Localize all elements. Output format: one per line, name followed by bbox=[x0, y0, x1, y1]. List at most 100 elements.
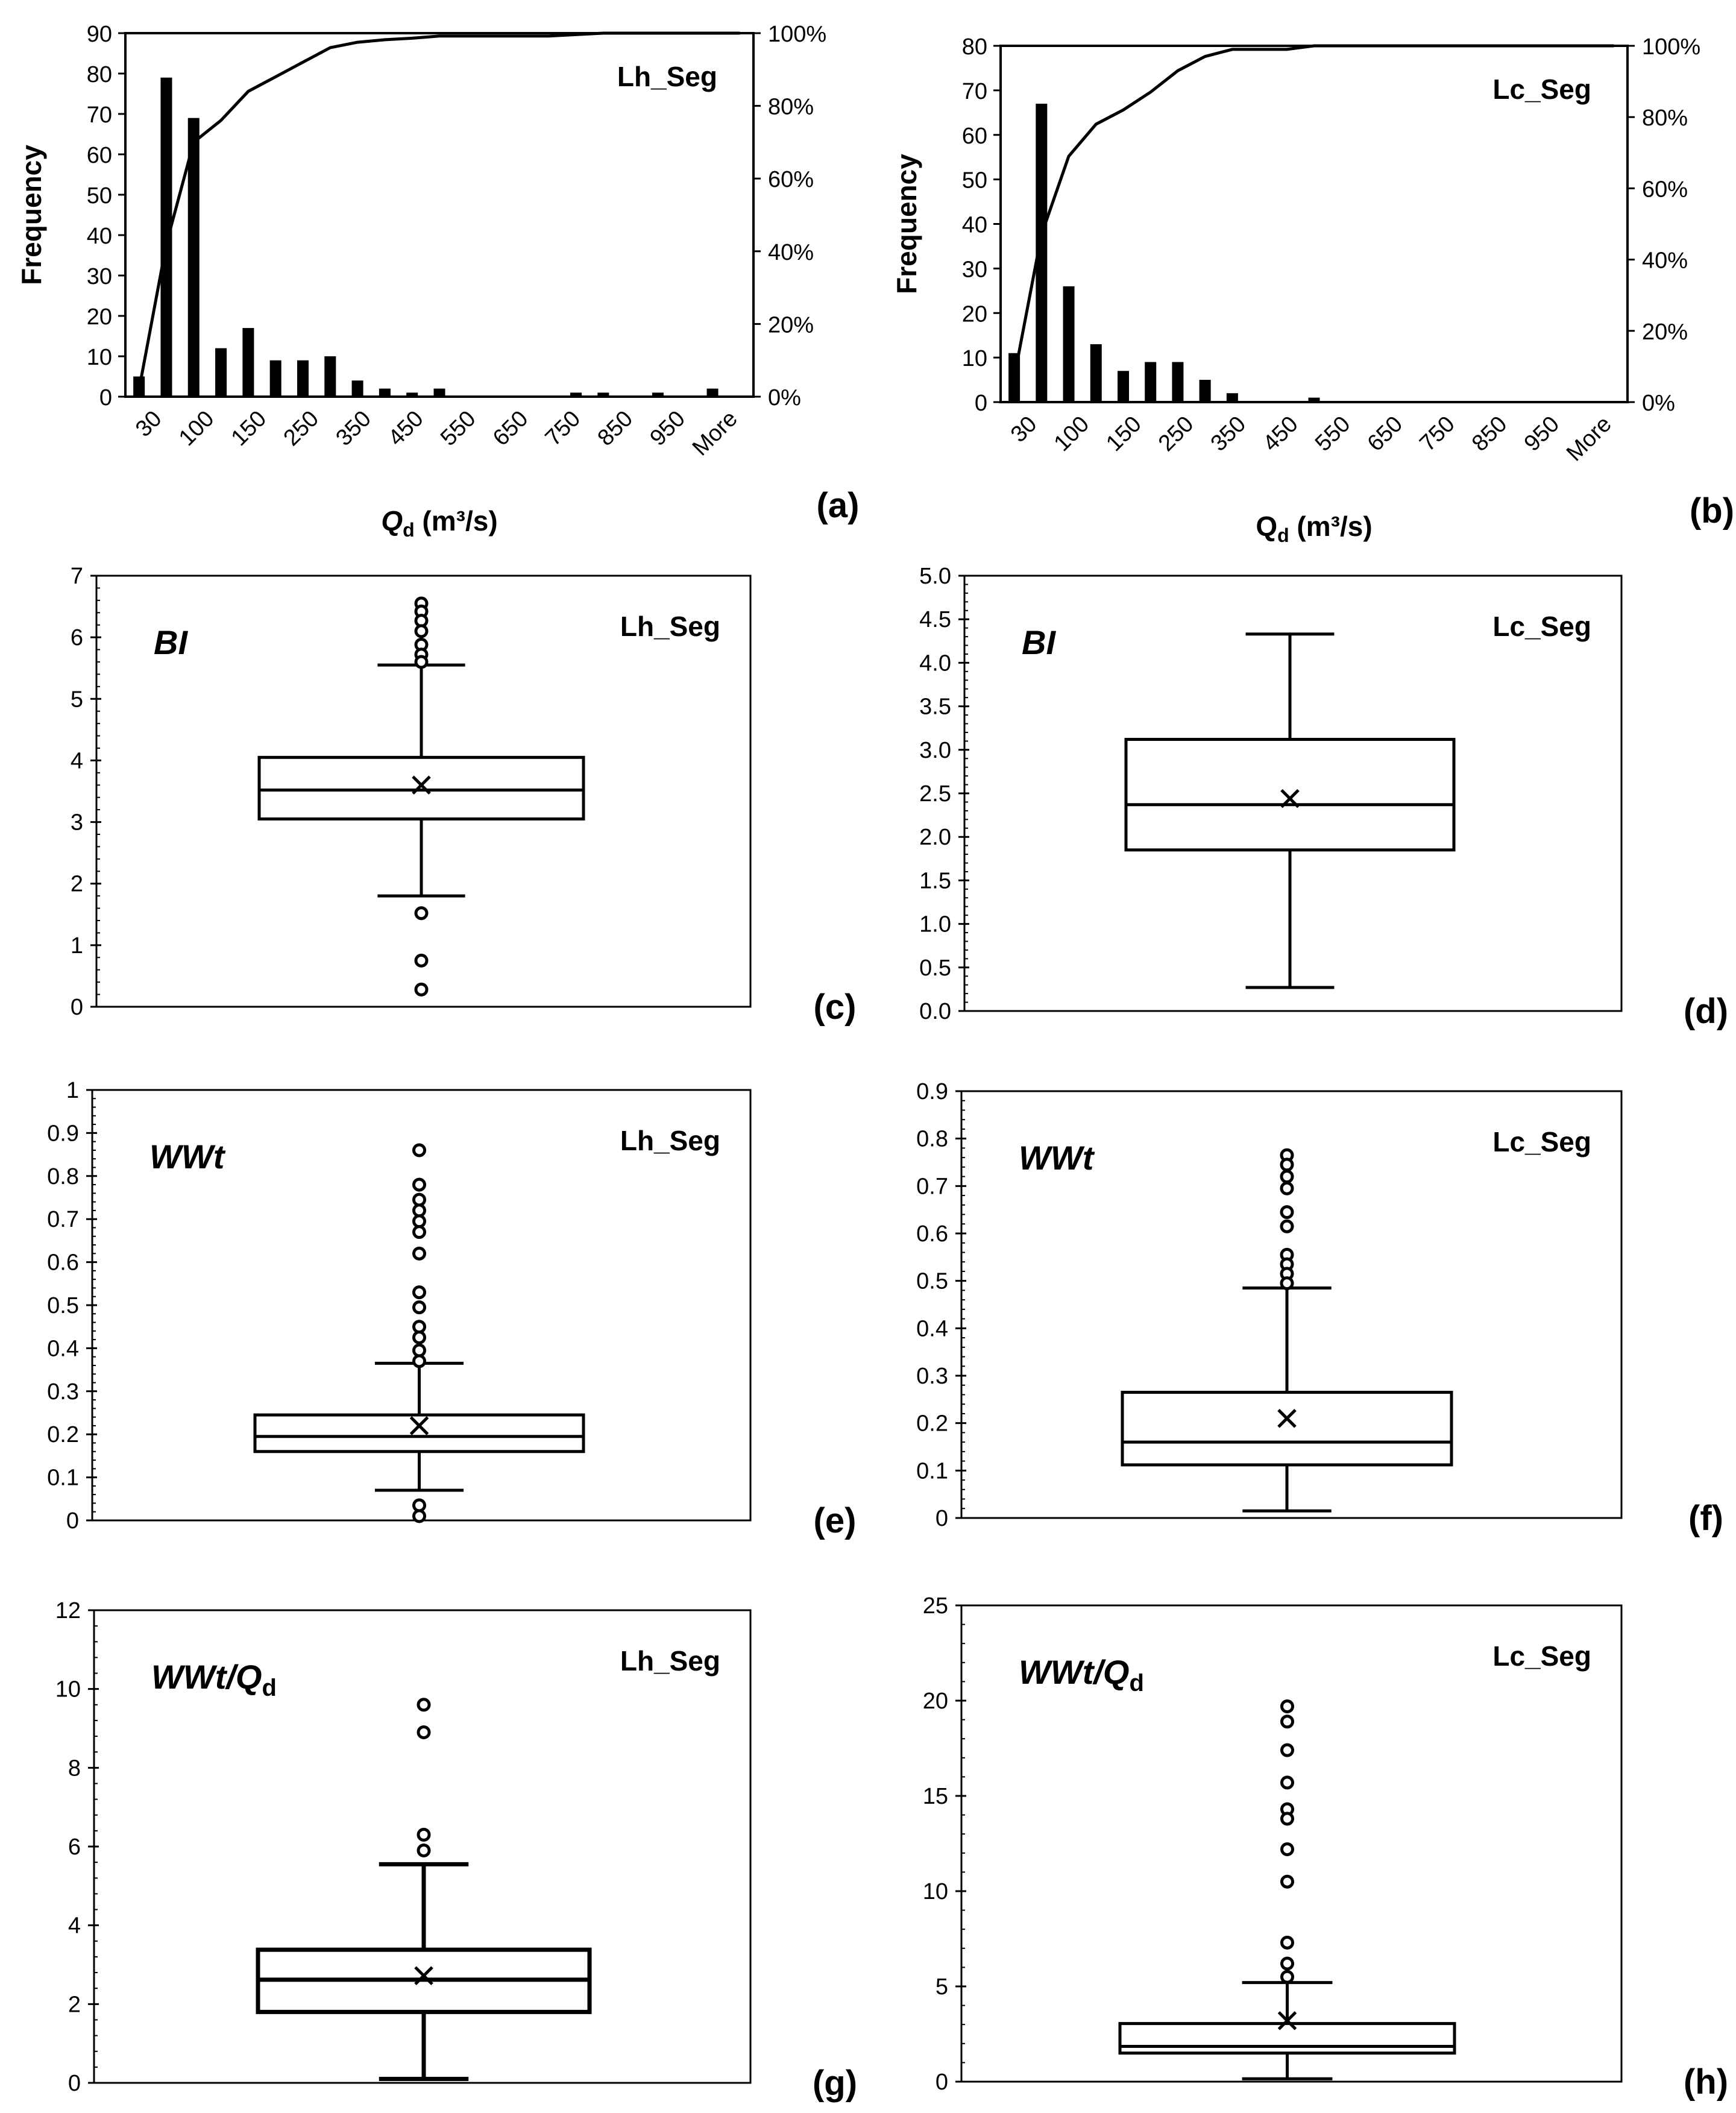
x-tick-label: 650 bbox=[1363, 411, 1408, 456]
y-tick-label: 2 bbox=[71, 872, 83, 897]
x-axis-title-var: Q bbox=[381, 505, 403, 537]
cumulative-line bbox=[137, 31, 740, 390]
variable-label: BI bbox=[1022, 623, 1056, 661]
x-tick-label: 950 bbox=[1520, 411, 1565, 456]
outlier-point bbox=[1280, 1181, 1294, 1195]
bar-150 bbox=[242, 328, 254, 397]
x-axis-title-var: Q bbox=[1256, 511, 1277, 542]
outlier-point bbox=[412, 1214, 426, 1229]
segment-label: Lh_Seg bbox=[620, 611, 720, 642]
y-tick-label: 0 bbox=[66, 1508, 79, 1534]
x-axis-title-unit: (m³/s) bbox=[415, 505, 498, 537]
y-tick-label: 0 bbox=[71, 995, 83, 1020]
mean-marker bbox=[1277, 2011, 1297, 2030]
bar-450 bbox=[406, 392, 418, 397]
variable-label: BI bbox=[154, 623, 188, 661]
y-tick-label: 15 bbox=[923, 1784, 948, 1809]
bar-200 bbox=[269, 360, 281, 397]
x-tick-label: 100 bbox=[1049, 411, 1095, 456]
y-tick-label: 0.8 bbox=[916, 1127, 948, 1152]
plot-frame bbox=[95, 575, 752, 1008]
y-tick-label: 5 bbox=[936, 1974, 948, 2000]
outlier-point bbox=[412, 1246, 426, 1261]
y-tick-label: 0 bbox=[936, 1506, 948, 1531]
bar-1000 bbox=[706, 388, 719, 397]
outlier-point bbox=[1280, 1812, 1294, 1826]
chart-f: 0 0.1 0.2 0.3 0.4 0.5 0.6 0.7 0.8 0.9 WWt Lc_Seg (f) bbox=[916, 1079, 1723, 1538]
y-tick-label: 2.0 bbox=[919, 825, 951, 850]
y-tick-label: 0.7 bbox=[47, 1207, 79, 1232]
y-tick-label: 90 bbox=[87, 22, 112, 47]
mean-marker bbox=[1280, 789, 1300, 808]
mean-marker bbox=[409, 1416, 429, 1435]
segment-label: Lh_Seg bbox=[620, 1645, 720, 1677]
variable-label-sub: d bbox=[262, 1675, 276, 1701]
y-tick-label: 1 bbox=[71, 933, 83, 959]
mean-marker-stroke bbox=[1280, 789, 1300, 808]
y2-tick-label: 20% bbox=[1642, 320, 1688, 345]
panel-label: (b) bbox=[1690, 491, 1734, 531]
y-tick-label: 0.0 bbox=[919, 999, 951, 1024]
outlier-point bbox=[412, 1343, 426, 1358]
mean-marker bbox=[414, 1966, 433, 1986]
y2-tick-label: 40% bbox=[1642, 248, 1688, 274]
y-tick-label: 0 bbox=[936, 2070, 948, 2095]
chart-e: 0 0.1 0.2 0.3 0.4 0.5 0.6 0.7 0.8 0.9 1 WWt Lh_Seg (e… bbox=[47, 1078, 856, 1540]
chart-d: 0.0 0.5 1.0 1.5 2.0 2.5 3.0 3.5 4.0 4.5 5.0 BI Lc_Se… bbox=[919, 564, 1728, 1031]
y-tick-label: 6 bbox=[71, 625, 83, 650]
bar-350 bbox=[1226, 393, 1238, 402]
x-tick-label: 550 bbox=[1310, 411, 1356, 456]
variable-label: WWt/Qd bbox=[151, 1658, 277, 1701]
x-tick-label: 750 bbox=[1415, 411, 1460, 456]
y-tick-label: 0 bbox=[68, 2071, 81, 2096]
segment-label: Lc_Seg bbox=[1492, 1640, 1591, 1672]
y-tick-label: 10 bbox=[55, 1677, 81, 1702]
mean-marker-stroke bbox=[414, 1966, 433, 1986]
y-tick-label: 0.5 bbox=[916, 1269, 948, 1294]
mean-marker-stroke bbox=[409, 1416, 429, 1435]
outlier-point bbox=[1280, 1276, 1294, 1291]
y-tick-label: 25 bbox=[923, 1593, 948, 1619]
variable-label-main: WWt/Q bbox=[151, 1658, 262, 1696]
y-tick-label: 4.5 bbox=[919, 607, 951, 632]
outlier-point bbox=[1280, 1157, 1294, 1172]
y-axis-title: Frequency bbox=[891, 154, 922, 294]
bar-500 bbox=[433, 388, 445, 397]
chart-h: 0 5 10 15 20 25 WWt/Qd Lc_Seg (h) bbox=[923, 1593, 1728, 2102]
outlier-point bbox=[412, 1509, 426, 1523]
bar-250 bbox=[1172, 362, 1184, 402]
y-tick-label: 1.5 bbox=[919, 868, 951, 893]
y2-tick-label: 80% bbox=[768, 95, 814, 120]
y-tick-label: 10 bbox=[962, 346, 987, 371]
outlier-point bbox=[412, 1143, 426, 1157]
panel-label: (a) bbox=[817, 486, 860, 525]
bar-350 bbox=[351, 380, 363, 397]
y-tick-label: 5.0 bbox=[919, 564, 951, 589]
bar-900 bbox=[652, 392, 664, 397]
y-tick-label: 2.5 bbox=[919, 781, 951, 807]
y-tick-label: 4 bbox=[68, 1913, 81, 1939]
y2-tick-label: 100% bbox=[1642, 34, 1700, 60]
y-tick-label: 30 bbox=[962, 257, 987, 282]
variable-label: WWt/Qd bbox=[1019, 1653, 1144, 1696]
bar-100 bbox=[187, 118, 200, 397]
outlier-point bbox=[1280, 1874, 1294, 1889]
y-tick-label: 0.2 bbox=[916, 1411, 948, 1437]
variable-label-main: WWt bbox=[1019, 1139, 1095, 1177]
y-tick-label: 80 bbox=[962, 34, 987, 60]
outlier-point bbox=[1280, 1935, 1294, 1950]
bar-75 bbox=[1036, 104, 1048, 402]
mean-marker-stroke bbox=[1277, 1409, 1297, 1428]
x-tick-label: 150 bbox=[227, 406, 272, 451]
outlier-point bbox=[412, 1330, 426, 1345]
panel-label: (c) bbox=[814, 987, 857, 1027]
x-tick-label: 650 bbox=[488, 406, 533, 451]
outlier-point bbox=[414, 953, 429, 968]
segment-label: Lc_Seg bbox=[1492, 74, 1591, 105]
bar-800 bbox=[597, 392, 609, 397]
y-tick-label: 0.3 bbox=[47, 1379, 79, 1405]
y-tick-label: 0.9 bbox=[916, 1079, 948, 1104]
outlier-point bbox=[1280, 1956, 1294, 1971]
y-tick-label: 0.3 bbox=[916, 1364, 948, 1389]
outlier-point bbox=[414, 906, 429, 921]
